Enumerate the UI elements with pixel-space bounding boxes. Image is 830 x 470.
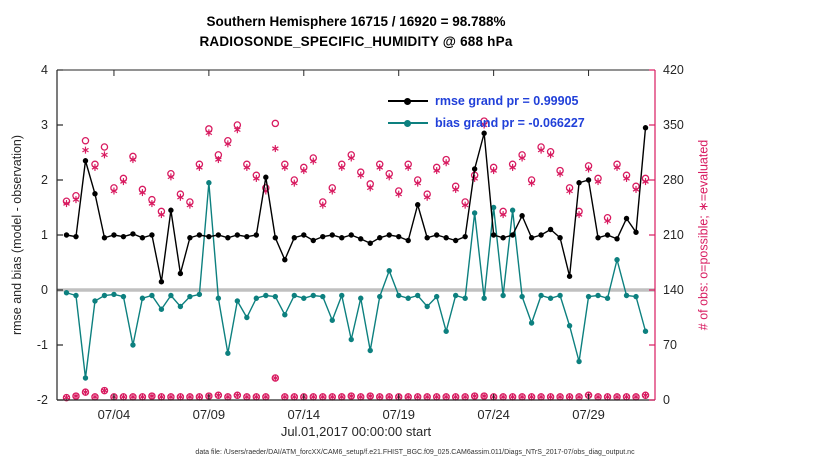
bias-series	[63, 180, 649, 381]
right-axis-ticks: 0 70 140 210 280 350 420	[649, 63, 684, 407]
svg-text:07/29: 07/29	[572, 407, 605, 422]
data-file-caption: data file: /Users/raeder/DAI/ATM_forcXX/…	[195, 449, 635, 456]
svg-text:70: 70	[663, 338, 677, 352]
svg-text:420: 420	[663, 63, 684, 77]
svg-text:07/09: 07/09	[193, 407, 226, 422]
svg-text:-1: -1	[37, 338, 48, 352]
bottom-row-obs-series	[62, 374, 650, 402]
x-axis-label: Jul.01,2017 00:00:00 start	[280, 424, 432, 439]
x-axis-ticks: 07/04 07/09 07/14 07/19 07/24 07/29	[98, 70, 605, 422]
evaluated-obs-series	[63, 121, 649, 225]
svg-text:0: 0	[41, 283, 48, 297]
right-axis-label: # of obs: o=possible; ∗=evaluated	[696, 139, 711, 331]
svg-text:140: 140	[663, 283, 684, 297]
svg-text:2: 2	[41, 173, 48, 187]
bias-line-sample-icon	[388, 118, 428, 129]
svg-text:07/19: 07/19	[382, 407, 415, 422]
chart-legend: rmse grand pr = 0.99905 bias grand pr = …	[388, 90, 585, 134]
svg-text:07/14: 07/14	[288, 407, 321, 422]
svg-text:280: 280	[663, 173, 684, 187]
plot-title: Southern Hemisphere 16715 / 16920 = 98.7…	[206, 14, 506, 29]
svg-text:3: 3	[41, 118, 48, 132]
svg-text:1: 1	[41, 228, 48, 242]
plot-subtitle: RADIOSONDE_SPECIFIC_HUMIDITY @ 688 hPa	[199, 34, 513, 49]
left-axis-ticks: -2 -1 0 1 2 3 4	[37, 63, 63, 407]
left-axis-label: rmse and bias (model - observation)	[10, 134, 24, 336]
legend-bias-entry: bias grand pr = -0.066227	[388, 112, 585, 134]
rmse-line-sample-icon	[388, 96, 428, 107]
svg-text:-2: -2	[37, 393, 48, 407]
legend-rmse-label: rmse grand pr = 0.99905	[435, 94, 579, 108]
svg-text:4: 4	[41, 63, 48, 77]
svg-text:07/24: 07/24	[477, 407, 510, 422]
legend-rmse-entry: rmse grand pr = 0.99905	[388, 90, 585, 112]
svg-text:07/04: 07/04	[98, 407, 131, 422]
svg-text:0: 0	[663, 393, 670, 407]
svg-text:210: 210	[663, 228, 684, 242]
svg-text:350: 350	[663, 118, 684, 132]
legend-bias-label: bias grand pr = -0.066227	[435, 116, 585, 130]
title-block: Southern Hemisphere 16715 / 16920 = 98.7…	[57, 14, 655, 49]
rmse-series	[63, 125, 649, 285]
